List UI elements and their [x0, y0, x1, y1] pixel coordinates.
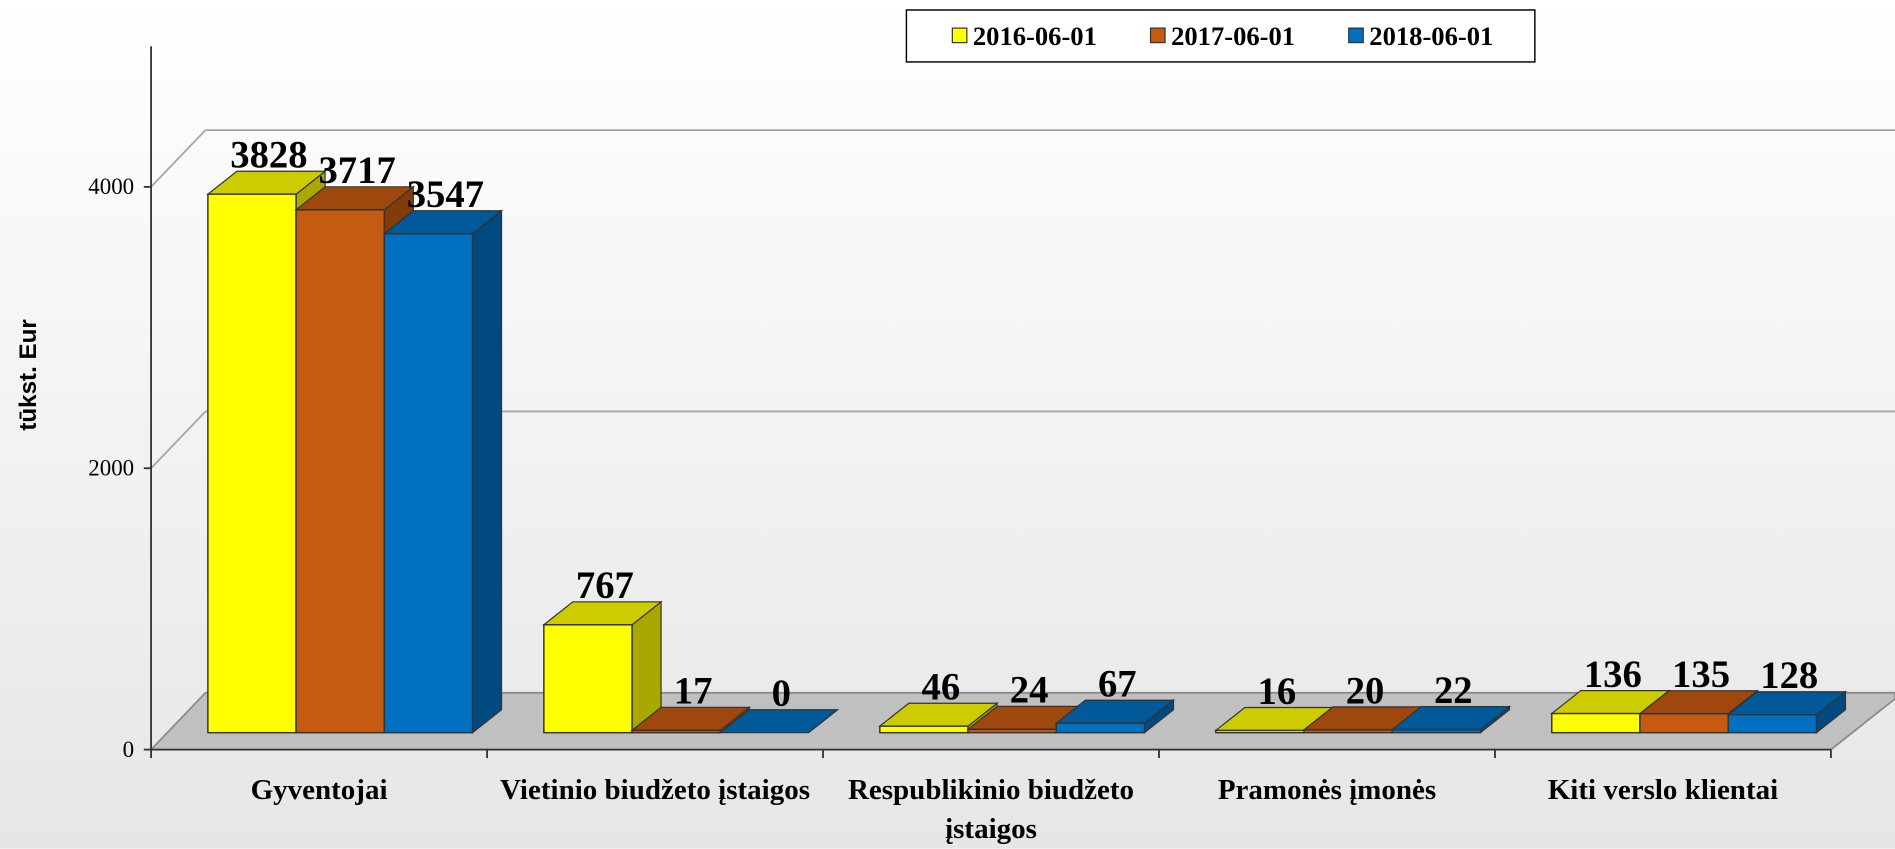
bar-side — [471, 209, 503, 734]
bar-front — [543, 624, 633, 734]
bar-front — [383, 232, 474, 734]
x-tick-label: Respublikinio biudžeto įstaigos — [847, 774, 1135, 846]
x-tick-label: Pramonės įmonės — [1217, 774, 1437, 807]
y-tick-label: 4000 — [88, 174, 134, 199]
bar-front — [295, 209, 386, 734]
bar-front — [879, 725, 969, 734]
bar-top — [718, 709, 840, 734]
bar — [542, 600, 663, 734]
value-label: 3547 — [407, 174, 484, 216]
value-label: 17 — [674, 671, 713, 713]
bar-front — [1727, 713, 1818, 734]
value-label: 767 — [576, 565, 634, 607]
legend-label: 2016-06-01 — [973, 21, 1097, 51]
legend-box — [905, 9, 1536, 63]
legend-label: 2018-06-01 — [1369, 21, 1493, 51]
bar — [1390, 705, 1512, 734]
bar-front — [1391, 728, 1482, 734]
value-label: 16 — [1258, 671, 1297, 713]
bar — [630, 706, 752, 734]
value-label: 135 — [1672, 654, 1730, 696]
bar-front — [1215, 729, 1305, 734]
legend-swatch — [951, 27, 968, 44]
bar — [1054, 699, 1176, 734]
grid-line — [150, 410, 207, 469]
legend-label: 2017-06-01 — [1171, 21, 1295, 51]
grid-line — [150, 129, 207, 188]
x-tick-label-box: Pramonės įmonės — [1217, 774, 1437, 807]
x-tick-label: Gyventojai — [250, 774, 388, 807]
bar-front — [1055, 722, 1146, 734]
y-tick-label: 2000 — [88, 456, 134, 481]
value-label: 24 — [1010, 670, 1049, 712]
y-axis-label: tūkst. Eur — [15, 319, 42, 431]
bar-front — [1303, 729, 1393, 734]
x-tick-label-box: Kiti verslo klientai — [1547, 774, 1779, 807]
bar-front — [1639, 712, 1729, 734]
value-label: 46 — [922, 667, 961, 709]
legend-swatch — [1149, 27, 1166, 44]
bar-front — [1551, 712, 1641, 734]
x-tick-label-box: Respublikinio biudžeto įstaigos — [847, 774, 1135, 846]
value-label: 3717 — [318, 150, 395, 192]
value-label: 3828 — [230, 135, 307, 177]
bar — [382, 209, 504, 734]
legend-swatch — [1348, 27, 1364, 44]
x-tick-label: Kiti verslo klientai — [1547, 774, 1779, 807]
bar — [718, 709, 840, 734]
bar — [1726, 690, 1848, 734]
value-label: 128 — [1760, 655, 1818, 697]
y-tick-label: 0 — [123, 737, 134, 762]
value-label: 22 — [1434, 670, 1473, 712]
value-label: 0 — [772, 673, 791, 715]
x-tick-label: Vietinio biudžeto įstaigos — [500, 774, 810, 807]
value-label: 20 — [1346, 670, 1385, 712]
x-tick-label-box: Gyventojai — [250, 774, 388, 807]
value-label: 136 — [1584, 654, 1642, 696]
x-tick-label-box: Vietinio biudžeto įstaigos — [500, 774, 810, 807]
bar-front — [631, 729, 722, 734]
bar-front — [967, 728, 1057, 734]
bar-front — [207, 193, 297, 734]
value-label: 67 — [1098, 664, 1137, 706]
